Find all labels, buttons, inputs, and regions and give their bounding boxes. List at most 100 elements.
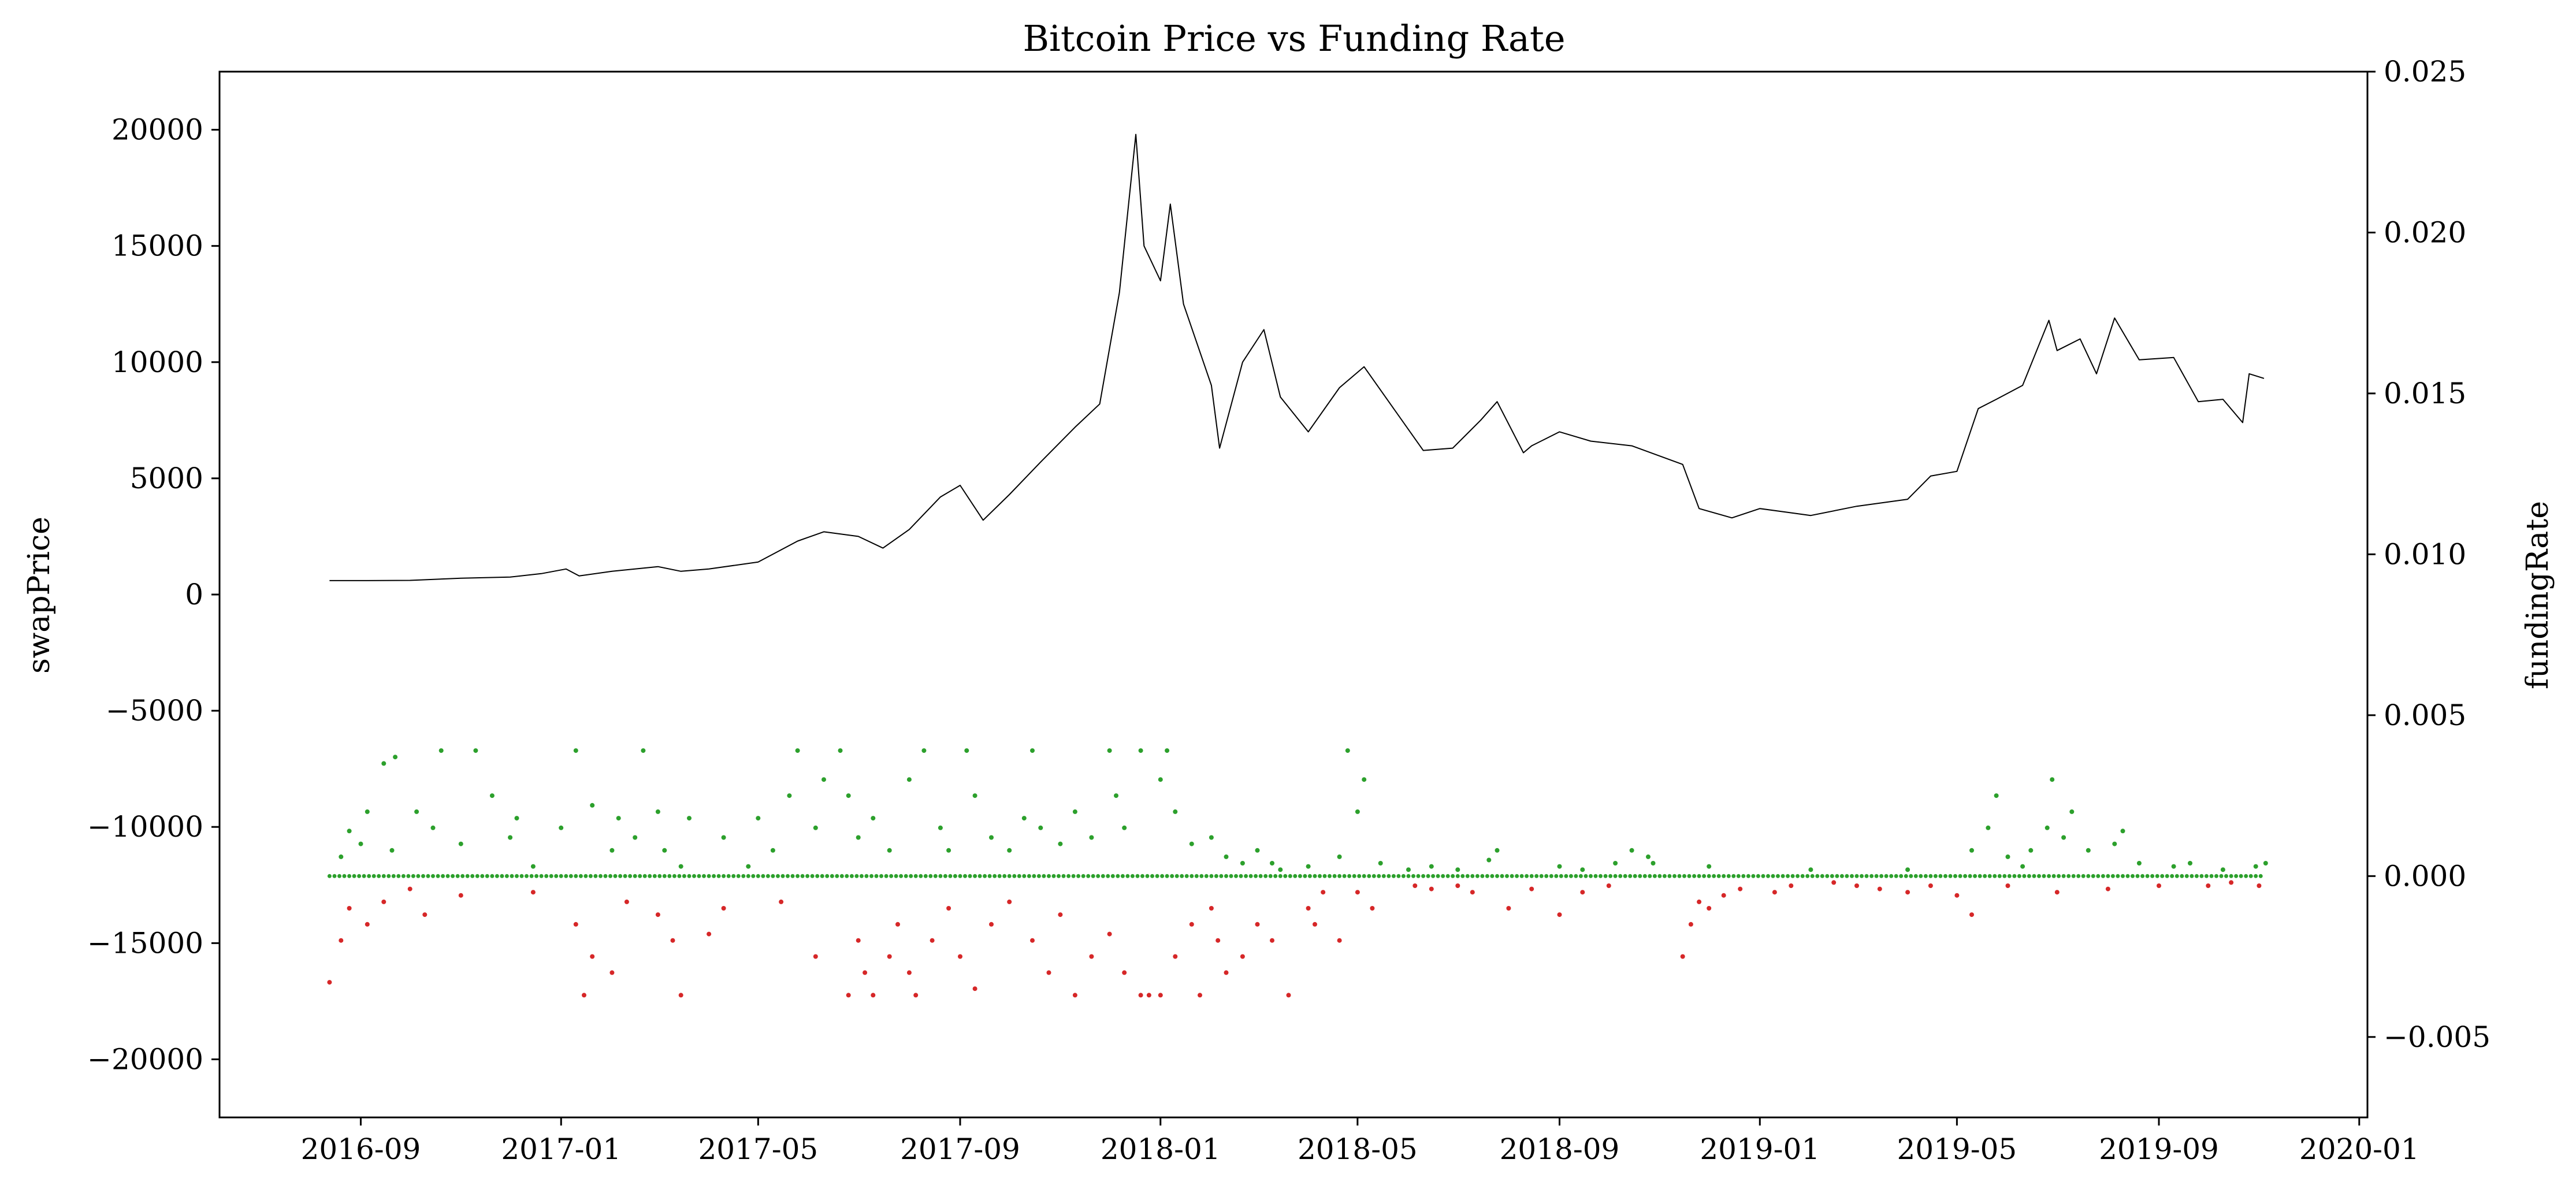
funding-rate-point [1072, 809, 1077, 814]
funding-rate-point [1475, 874, 1480, 878]
funding-rate-point [2257, 883, 2262, 888]
funding-rate-point [1355, 890, 1360, 895]
funding-rate-point [2051, 874, 2056, 878]
funding-rate-point [490, 874, 495, 878]
funding-rate-point [365, 809, 370, 814]
positive-rate-points [339, 748, 2268, 872]
funding-rate-point [2096, 874, 2101, 878]
funding-rate-point [1470, 874, 1475, 878]
y-right-tick-label: 0.015 [2384, 377, 2466, 410]
funding-rate-point [1347, 874, 1352, 878]
funding-rate-point [1618, 874, 1623, 878]
funding-rate-point [1529, 874, 1534, 878]
funding-rate-point [707, 931, 712, 937]
funding-rate-point [1789, 883, 1794, 888]
funding-rate-point [1465, 874, 1470, 878]
funding-rate-point [1138, 748, 1143, 753]
funding-rate-point [1307, 874, 1312, 878]
funding-rate-point [1007, 848, 1012, 853]
funding-rate-point [352, 874, 356, 878]
funding-rate-point [1455, 883, 1460, 888]
funding-rate-point [761, 874, 765, 878]
funding-rate-point [1831, 880, 1837, 885]
funding-rate-point [1313, 922, 1317, 927]
y-axis-left: 20000 15000 10000 5000 0 −5000 −10000 −15000 −20… [87, 113, 220, 1076]
funding-rate-point [1662, 874, 1667, 878]
chart-title: Bitcoin Price vs Funding Rate [1023, 17, 1565, 60]
funding-rate-point [549, 874, 553, 878]
funding-rate-point [2120, 829, 2125, 834]
funding-rate-point [358, 841, 363, 846]
funding-rate-point [1928, 883, 1933, 888]
funding-rate-point [1224, 970, 1229, 975]
funding-rate-point [1539, 874, 1544, 878]
funding-rate-point [608, 874, 612, 878]
funding-rate-point [1012, 874, 1017, 878]
funding-rate-point [485, 874, 489, 878]
funding-rate-point [1805, 874, 1810, 878]
funding-rate-point [1357, 874, 1362, 878]
funding-rate-point [1306, 906, 1311, 911]
funding-rate-point [2248, 874, 2253, 878]
funding-rate-point [2005, 854, 2010, 859]
funding-rate-point [1224, 854, 1229, 859]
funding-rate-point [1580, 867, 1585, 872]
funding-rate-point [1554, 874, 1559, 878]
funding-rate-point [845, 874, 849, 878]
funding-rate-point [514, 816, 519, 821]
funding-rate-point [1198, 993, 1202, 998]
funding-rate-point [1519, 874, 1524, 878]
funding-rate-point [1495, 874, 1499, 878]
funding-rate-point [1485, 874, 1489, 878]
funding-rate-point [692, 874, 696, 878]
funding-rate-point [2160, 874, 2165, 878]
funding-rate-point [593, 874, 598, 878]
funding-rate-point [574, 874, 578, 878]
funding-rate-point [525, 874, 529, 878]
funding-rate-point [1091, 874, 1095, 878]
funding-rate-point [1986, 825, 1991, 830]
funding-rate-point [1707, 874, 1711, 878]
x-tick-label: 2019-09 [2099, 1132, 2219, 1166]
funding-rate-point [1606, 883, 1611, 888]
funding-rate-point [662, 874, 667, 878]
negative-rate-points [327, 880, 2262, 998]
funding-rate-point [1406, 867, 1411, 872]
funding-rate-point [337, 874, 341, 878]
funding-rate-point [1199, 874, 1204, 878]
funding-rate-point [863, 970, 868, 975]
funding-rate-point [1244, 874, 1248, 878]
funding-rate-point [2121, 874, 2125, 878]
funding-rate-point [638, 874, 642, 878]
funding-rate-point [1712, 874, 1716, 878]
funding-rate-point [1229, 874, 1233, 878]
funding-rate-point [2066, 874, 2071, 878]
funding-rate-point [1589, 874, 1593, 878]
x-tick-label: 2017-09 [900, 1132, 1020, 1166]
funding-rate-point [1416, 874, 1421, 878]
funding-rate-point [1263, 874, 1268, 878]
funding-rate-point [2022, 874, 2027, 878]
funding-rate-point [1578, 874, 1583, 878]
funding-rate-point [1997, 874, 2002, 878]
funding-rate-point [887, 848, 892, 853]
funding-rate-point [1830, 874, 1834, 878]
y-left-tick-label: −20000 [87, 1042, 203, 1076]
funding-rate-point [1559, 874, 1563, 878]
funding-rate-point [2229, 880, 2234, 885]
funding-rate-point [1270, 938, 1274, 943]
funding-rate-point [2045, 825, 2050, 830]
funding-rate-point [339, 938, 344, 943]
funding-rate-point [1047, 874, 1051, 878]
funding-rate-point [416, 874, 421, 878]
funding-rate-point [1677, 874, 1682, 878]
funding-rate-point [1303, 874, 1307, 878]
funding-rate-point [422, 912, 428, 918]
funding-rate-point [913, 993, 919, 998]
funding-rate-point [1046, 970, 1051, 975]
funding-rate-point [1455, 867, 1460, 872]
funding-rate-point [1342, 874, 1347, 878]
funding-rate-point [1367, 874, 1371, 878]
funding-rate-point [1766, 874, 1770, 878]
